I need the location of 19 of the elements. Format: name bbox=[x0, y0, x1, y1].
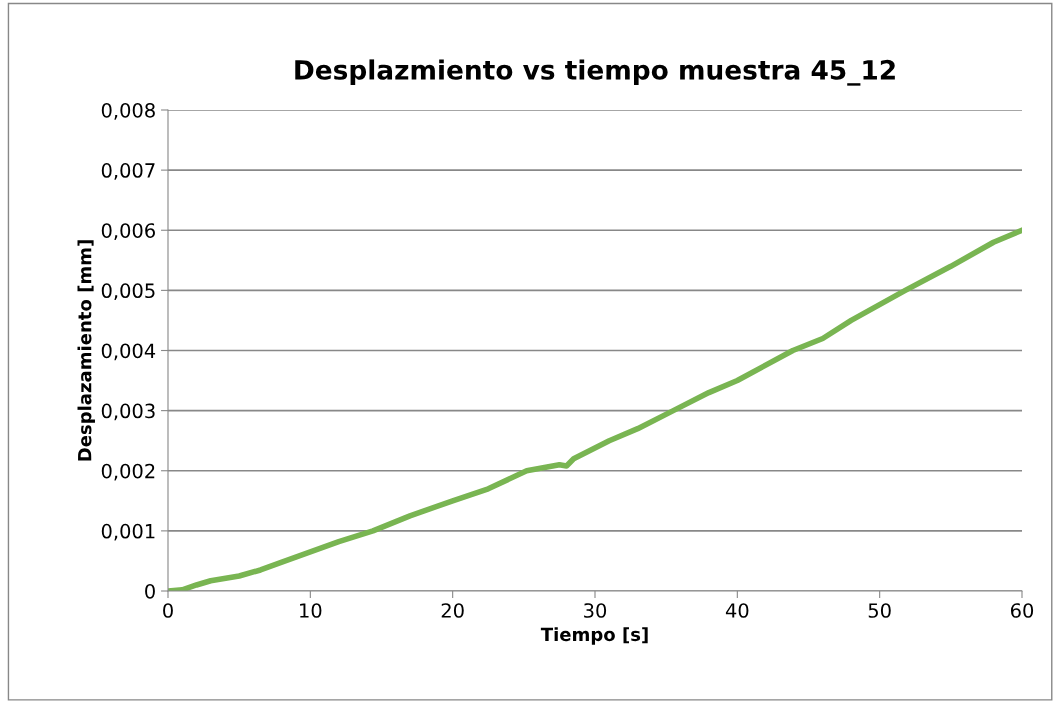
y-tick-label: 0,004 bbox=[101, 343, 156, 361]
x-tick-label: 20 bbox=[441, 603, 464, 618]
y-tick-label: 0,003 bbox=[101, 403, 155, 421]
y-tick-label: 0,002 bbox=[101, 463, 155, 481]
x-tick-label: 60 bbox=[1010, 603, 1034, 618]
y-axis-title: Desplazamiento [mm] bbox=[77, 240, 95, 461]
y-tick-label: 0,008 bbox=[101, 102, 155, 120]
y-tick-label: 0,007 bbox=[101, 163, 155, 180]
x-tick-label: 40 bbox=[725, 603, 749, 618]
y-tick-label: 0,006 bbox=[101, 223, 155, 240]
x-tick-label: 50 bbox=[868, 603, 891, 618]
x-axis-title: Tiempo [s] bbox=[540, 627, 648, 645]
y-tick-label: 0,005 bbox=[101, 283, 155, 301]
x-tick-label: 30 bbox=[584, 603, 607, 618]
x-tick-label: 10 bbox=[300, 603, 322, 618]
x-tick-label: 0 bbox=[163, 603, 173, 618]
chart-title: Desplazmiento vs tiempo muestra 45_12 bbox=[295, 59, 895, 86]
y-tick-label: 0,001 bbox=[101, 523, 155, 541]
y-tick-label: 0 bbox=[145, 583, 155, 599]
